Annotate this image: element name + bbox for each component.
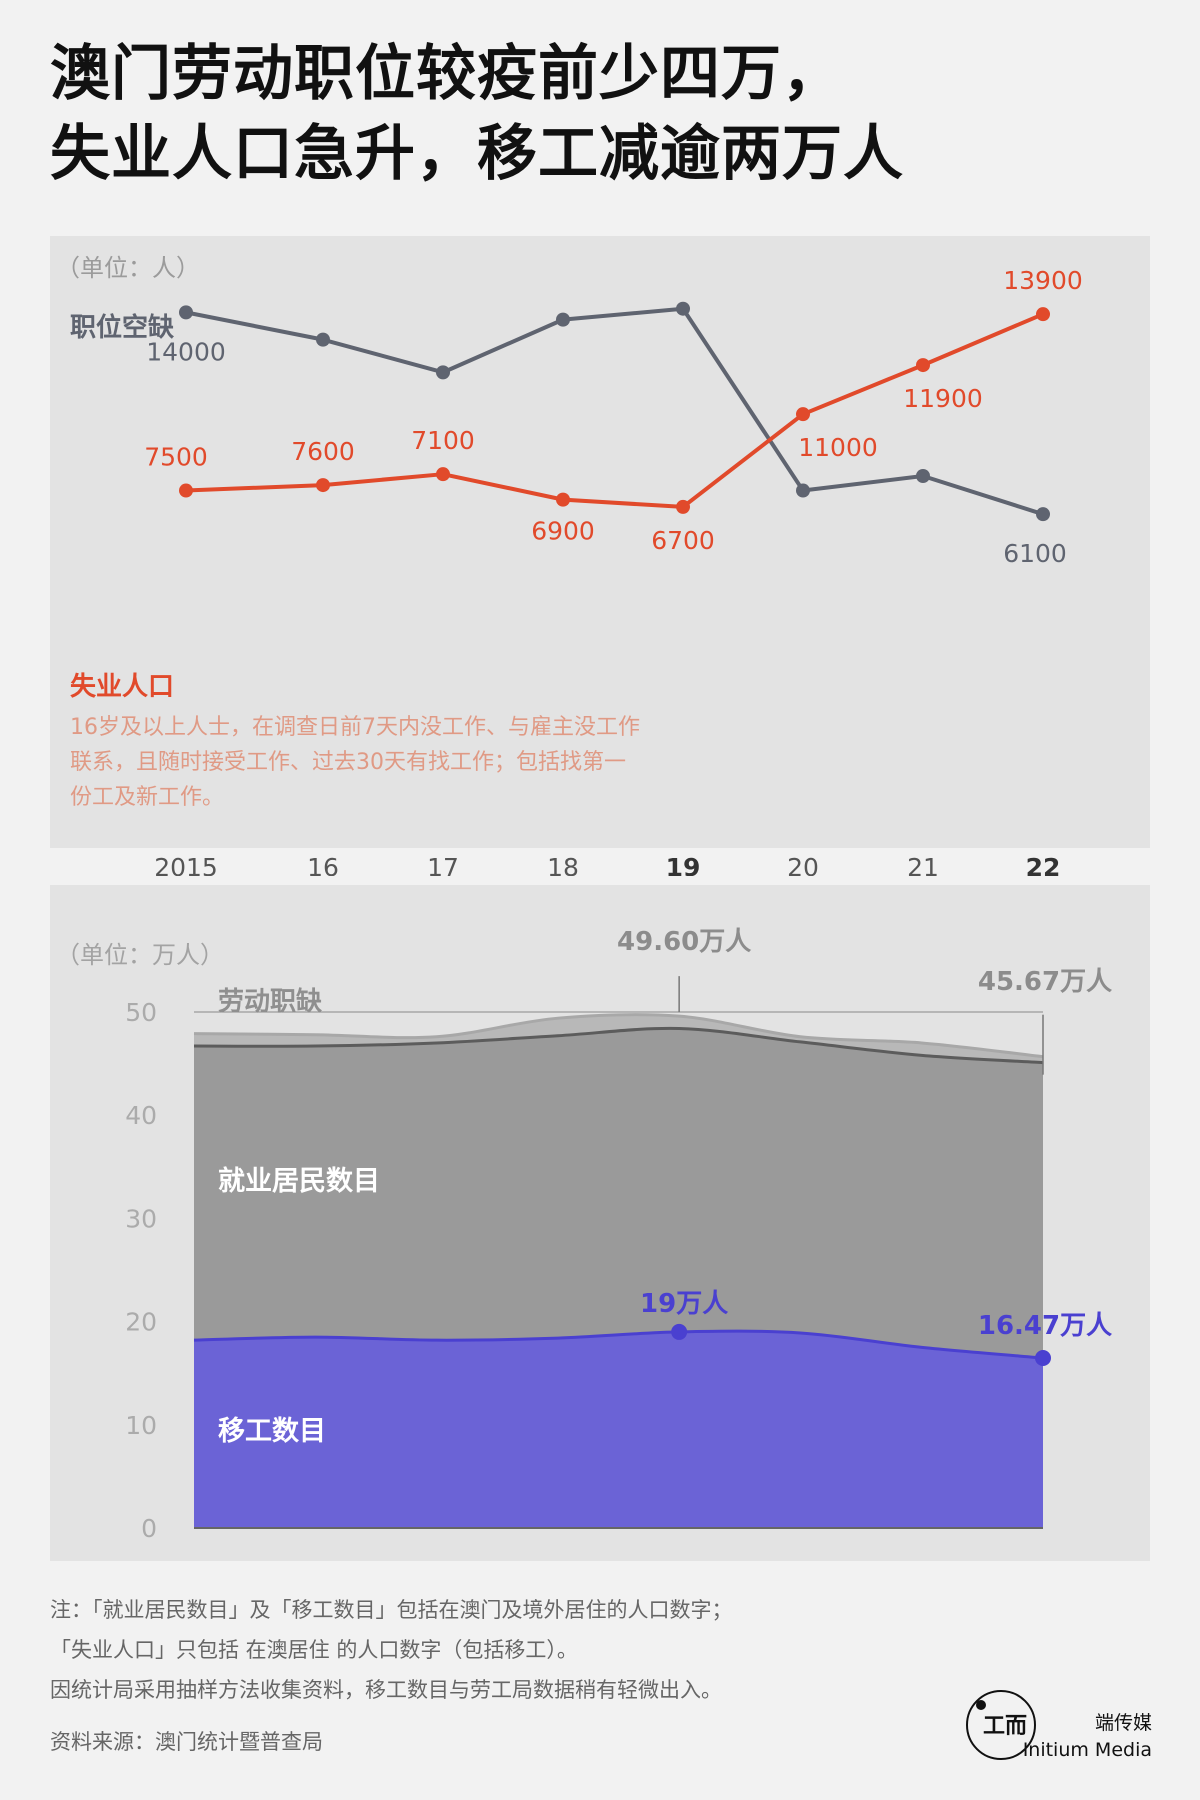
- unemployed-definition-line-2: 联系，且随时接受工作、过去30天有找工作；包括找第一: [70, 750, 626, 775]
- unemployed-value-label: 13900: [1003, 266, 1083, 295]
- y-tick-label: 20: [125, 1308, 157, 1337]
- headline: 澳门劳动职位较疫前少四万， 失业人口急升，移工减逾两万人: [50, 34, 1150, 194]
- y-tick-label: 40: [125, 1101, 157, 1130]
- x-tick-label: 16: [307, 853, 339, 876]
- line-chart-panel: [50, 236, 1150, 848]
- headline-line-1: 澳门劳动职位较疫前少四万，: [50, 39, 843, 109]
- logo-glyph: 工而: [983, 1713, 1028, 1739]
- data-source: 资料来源：澳门统计暨普查局: [50, 1730, 323, 1754]
- vacancy-point: [916, 469, 930, 483]
- unemployed-point: [316, 478, 330, 493]
- headline-line-2: 失业人口急升，移工减逾两万人: [50, 119, 904, 189]
- line-chart: （单位：人） 职位空缺 失业人口 16岁及以上人士，在调查日前7天内没工作、与雇…: [50, 236, 1150, 876]
- unemployed-definition-line-1: 16岁及以上人士，在调查日前7天内没工作、与雇主没工作: [70, 715, 640, 740]
- unemployed-point: [1036, 307, 1050, 322]
- migrant-line: [193, 1329, 1044, 1360]
- unemployed-definition-line-3: 份工及新工作。: [70, 785, 224, 810]
- footnotes: 注：「就业居民数目」及「移工数目」包括在澳门及境外居住的人口数字； 「失业人口」…: [50, 1590, 950, 1710]
- migrant-area-name: 移工数目: [218, 1416, 326, 1447]
- unemployed-series-name: 失业人口: [70, 672, 174, 702]
- resident-line: [193, 1026, 1044, 1065]
- unemployed-value-label: 6700: [651, 526, 715, 555]
- line-chart-series: 14000 6100 7500 7600 7100 6900 6700 11000 11900 1…: [144, 266, 1083, 568]
- unemployed-value-label: 11000: [798, 433, 878, 462]
- vacancy-point: [1036, 507, 1050, 522]
- vacancy-point: [676, 301, 690, 316]
- resident-area-name: 就业居民数目: [218, 1166, 380, 1197]
- x-tick-label: 22: [1026, 853, 1061, 876]
- area-chart-areas: [193, 1011, 1044, 1529]
- migrant-end-point: [1035, 1350, 1051, 1367]
- unemployed-point: [676, 499, 690, 514]
- x-tick-label: 19: [666, 853, 701, 876]
- vacancy-series-name: 职位空缺: [70, 312, 175, 343]
- x-tick-label: 17: [427, 853, 459, 876]
- footnote-line-3: 因统计局采用抽样方法收集资料，移工数目与劳工局数据稍有轻微出入。: [50, 1678, 722, 1702]
- brand-name: 端传媒 Initium Media: [1023, 1710, 1152, 1764]
- vacancy_area-line: [193, 1013, 1044, 1059]
- unemployed-value-label: 7100: [411, 426, 475, 455]
- unemployed-point: [556, 492, 570, 507]
- y-tick-label: 0: [141, 1514, 157, 1543]
- x-tick-label: 18: [547, 853, 579, 876]
- x-tick-label: 20: [787, 853, 819, 876]
- vacancy-point: [316, 332, 330, 347]
- unemployed-value-label: 7500: [144, 443, 208, 472]
- line-chart-unit-label: （单位：人）: [56, 254, 200, 282]
- area-chart: （单位：万人） 0 10 20 30 40 50 49.60万人 45.67万人 19万人 16…: [50, 885, 1150, 1561]
- y-tick-label: 10: [125, 1411, 157, 1440]
- logo-dot: [976, 1700, 986, 1710]
- unemployed-point: [796, 407, 810, 422]
- migrant-peak-label: 19万人: [640, 1289, 728, 1319]
- unemployed-line: [185, 312, 1044, 509]
- migrant-peak-point: [671, 1323, 688, 1340]
- unemployed-value-label: 11900: [903, 384, 983, 413]
- unemployed-value-label: 7600: [291, 437, 355, 466]
- footnote-line-1: 注：「就业居民数目」及「移工数目」包括在澳门及境外居住的人口数字；: [50, 1598, 733, 1622]
- initium-logo-icon: 工而: [966, 1690, 1036, 1760]
- x-tick-label: 21: [907, 853, 939, 876]
- y-tick-label: 50: [125, 998, 157, 1027]
- vacancy-value-label: 6100: [1003, 539, 1067, 568]
- footnote-line-2: 「失业人口」只包括 在澳居住 的人口数字（包括移工）。: [50, 1638, 578, 1662]
- total-peak-label: 49.60万人: [617, 927, 751, 957]
- migrant-end-label: 16.47万人: [978, 1311, 1112, 1341]
- unemployed-point: [179, 483, 193, 498]
- total-end-label: 45.67万人: [978, 967, 1112, 997]
- vacancy-value-label: 14000: [146, 337, 226, 366]
- x-tick-label: 2015: [154, 853, 218, 876]
- vacancy-line: [185, 306, 1044, 517]
- area-chart-unit-label: （单位：万人）: [56, 941, 224, 969]
- vacancy-point: [796, 483, 810, 498]
- brand-name-en: Initium Media: [1022, 1739, 1152, 1761]
- vacancy-area-name: 劳动职缺: [218, 987, 323, 1017]
- unemployed-definition: 16岁及以上人士，在调查日前7天内没工作、与雇主没工作 联系，且随时接受工作、过…: [70, 715, 647, 810]
- vacancy-point: [436, 365, 450, 380]
- unemployed-value-label: 6900: [531, 517, 595, 546]
- migrant-area: [194, 1331, 1043, 1528]
- vacancy-point: [179, 305, 193, 320]
- line-chart-x-axis: 2015 16 17 18 19 20 21 22: [154, 853, 1060, 876]
- unemployed-point: [916, 358, 930, 373]
- brand-name-cn: 端传媒: [1094, 1712, 1152, 1734]
- y-tick-label: 30: [125, 1204, 157, 1233]
- unemployed-point: [436, 467, 450, 482]
- vacancy-point: [556, 312, 570, 327]
